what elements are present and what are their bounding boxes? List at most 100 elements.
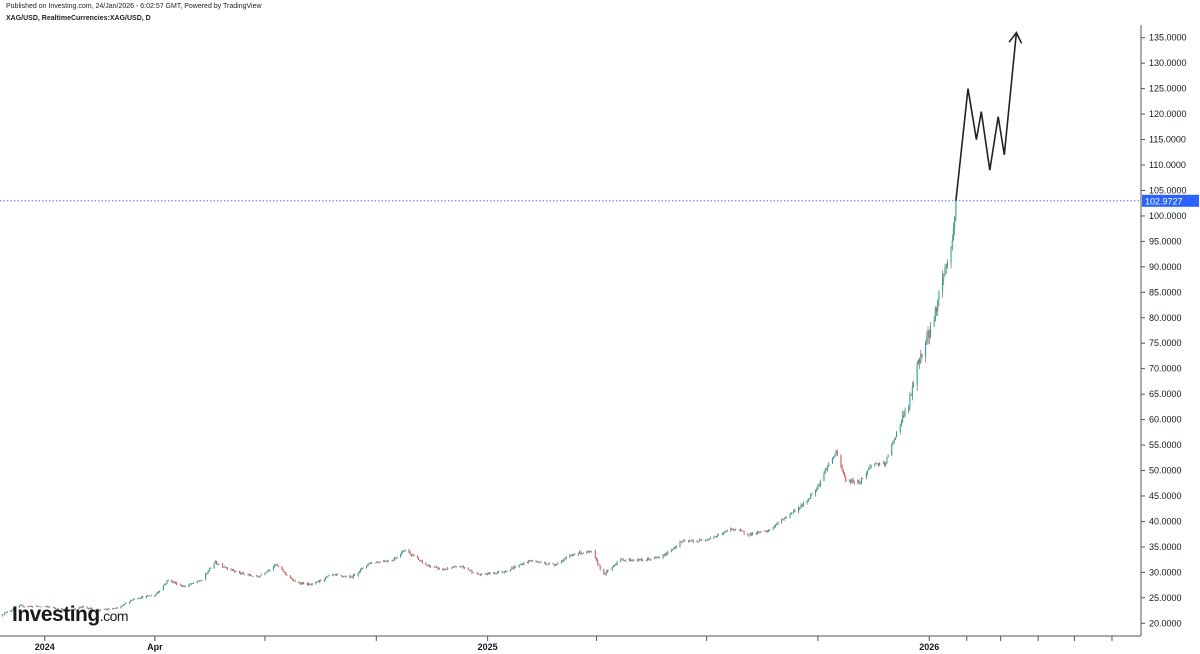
candle-body [504,571,506,573]
candle-body [789,513,791,518]
candle-body [868,468,870,471]
candle-body [340,574,342,576]
candle-body [925,342,927,358]
candle-body [730,528,732,531]
candle-body [235,571,237,573]
candle-body [604,573,606,575]
candle-body [167,579,169,581]
candle-body [951,240,953,248]
candle-body [615,564,617,565]
candle-body [352,574,354,578]
y-tick-label: 50.0000 [1149,466,1182,476]
candle-body [718,534,720,536]
candle-body [98,610,100,611]
candle-body [99,609,101,611]
candle-body [742,530,744,532]
candle-body [182,585,184,587]
candle-body [944,268,946,275]
candle-body [62,609,64,611]
candle-body [255,575,258,577]
candle-body [934,307,936,322]
candle-body [208,568,210,572]
candle-body [819,480,821,485]
candle-body [30,606,33,608]
candle-body [860,479,863,483]
candle-body [883,463,886,466]
publish-info: Published on Investing.com, 24/Jan/2026 … [6,3,262,10]
candle-body [232,569,235,571]
candle-body [831,458,834,464]
candle-body [142,596,144,598]
candle-body [116,607,118,609]
candle-body [97,609,99,611]
candle-body [904,410,906,416]
candle-body [749,533,751,536]
candle-body [351,577,353,578]
candle-body [248,574,250,576]
candle-body [557,562,559,565]
candle-body [765,530,767,532]
candle-body [748,534,750,536]
candle-body [326,576,328,578]
candle-body [320,580,322,581]
candle-body [447,567,449,570]
candle-body [95,609,97,611]
candle-body [743,531,745,534]
candle-body [801,504,803,507]
candle-body [139,598,141,599]
candle-body [658,557,660,559]
candle-body [419,559,421,561]
candle-body [63,609,65,610]
candle-body [899,425,901,432]
candle-body [438,568,440,570]
candle-body [408,549,410,552]
candle-body [462,565,464,568]
candle-body [599,565,601,570]
candle-body [72,609,74,611]
candle-body [738,529,740,531]
candle-body [760,531,762,532]
candle-body [433,566,435,568]
candle-body [664,554,667,556]
candle-body [735,529,737,531]
candle-body [926,337,928,343]
candle-body [952,227,955,241]
candle-body [921,353,923,358]
candle-body [497,571,500,573]
candle-body [487,572,489,575]
candle-body [383,561,385,563]
candle-body [478,574,480,575]
candle-body [276,564,278,566]
candle-body [392,559,394,561]
candle-body [777,522,779,525]
candle-body [444,569,446,571]
candle-body [548,563,550,565]
candle-body [133,598,135,600]
candle-body [489,572,491,575]
candle-body [662,555,664,558]
candle-body [799,507,801,509]
candle-body [334,574,336,575]
candle-body [310,584,312,585]
candle-body [823,473,825,481]
candle-body [430,566,432,568]
candle-body [836,450,838,455]
candle-body [130,600,132,603]
candle-body [6,611,8,613]
candle-body [166,580,168,584]
candle-body [349,576,351,578]
candle-body [266,570,268,573]
candle-body [306,582,308,586]
candle-body [283,571,285,573]
candle-body [107,609,109,610]
candle-body [193,582,195,584]
candle-body [570,555,572,556]
candle-body [800,504,802,509]
candle-body [57,608,59,610]
candle-body [225,567,227,569]
candle-body [115,607,117,609]
candle-body [937,300,939,312]
candle-body [121,605,123,607]
candle-body [750,533,752,535]
candle-body [199,580,201,582]
